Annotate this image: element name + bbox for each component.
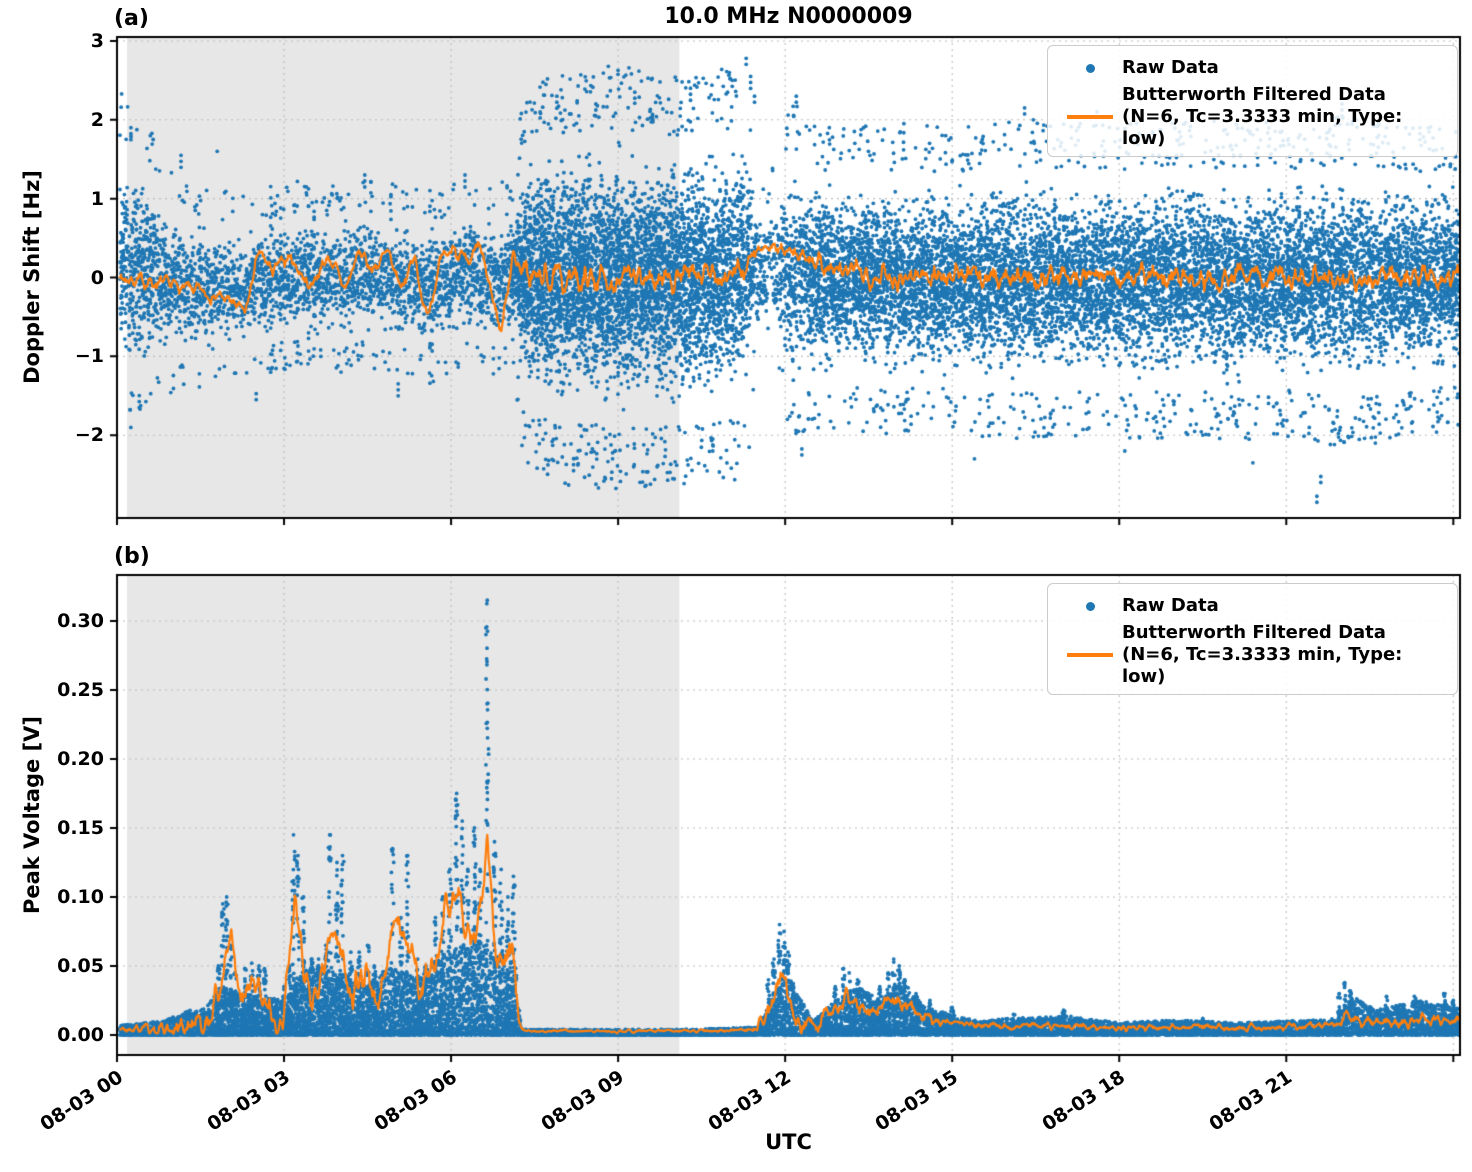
raw-data-marker-icon — [1085, 601, 1095, 611]
legend-filtered-label: Butterworth Filtered Data — [1122, 84, 1386, 105]
legend-filtered-sublabel: (N=6, Tc=3.3333 min, Type: low) — [1122, 644, 1403, 687]
legend-raw-label: Raw Data — [1122, 57, 1219, 78]
y-tick-label-b: 0.10 — [57, 885, 104, 908]
legend-filtered-label: Butterworth Filtered Data — [1122, 622, 1386, 643]
figure-title: 10.0 MHz N0000009 — [664, 4, 913, 29]
y-tick-label-b: 0.15 — [57, 816, 104, 839]
y-tick-label-b: 0.20 — [57, 747, 104, 770]
legend-b: Raw Data Butterworth Filtered Data (N=6,… — [1047, 583, 1458, 695]
x-axis-label-utc: UTC — [765, 1130, 812, 1154]
panel-a-label: (a) — [114, 6, 149, 31]
filtered-line-marker-icon — [1067, 115, 1113, 119]
y-tick-label-a: 1 — [90, 187, 104, 210]
y-axis-label-voltage: Peak Voltage [V] — [20, 715, 44, 915]
y-tick-label-a: 2 — [90, 108, 104, 131]
legend-a: Raw Data Butterworth Filtered Data (N=6,… — [1047, 45, 1458, 157]
y-tick-label-a: −1 — [74, 345, 104, 368]
y-tick-label-b: 0.25 — [57, 678, 104, 701]
y-tick-label-a: 0 — [90, 266, 104, 289]
y-tick-label-a: −2 — [74, 424, 104, 447]
filtered-line-marker-icon — [1067, 653, 1113, 657]
y-tick-label-a: 3 — [90, 29, 104, 52]
y-tick-label-b: 0.05 — [57, 954, 104, 977]
y-tick-label-b: 0.30 — [57, 609, 104, 632]
y-tick-label-b: 0.00 — [57, 1023, 104, 1046]
raw-data-marker-icon — [1085, 63, 1095, 73]
panel-b-label: (b) — [114, 544, 150, 569]
legend-filtered-sublabel: (N=6, Tc=3.3333 min, Type: low) — [1122, 106, 1403, 149]
legend-raw-label: Raw Data — [1122, 595, 1219, 616]
